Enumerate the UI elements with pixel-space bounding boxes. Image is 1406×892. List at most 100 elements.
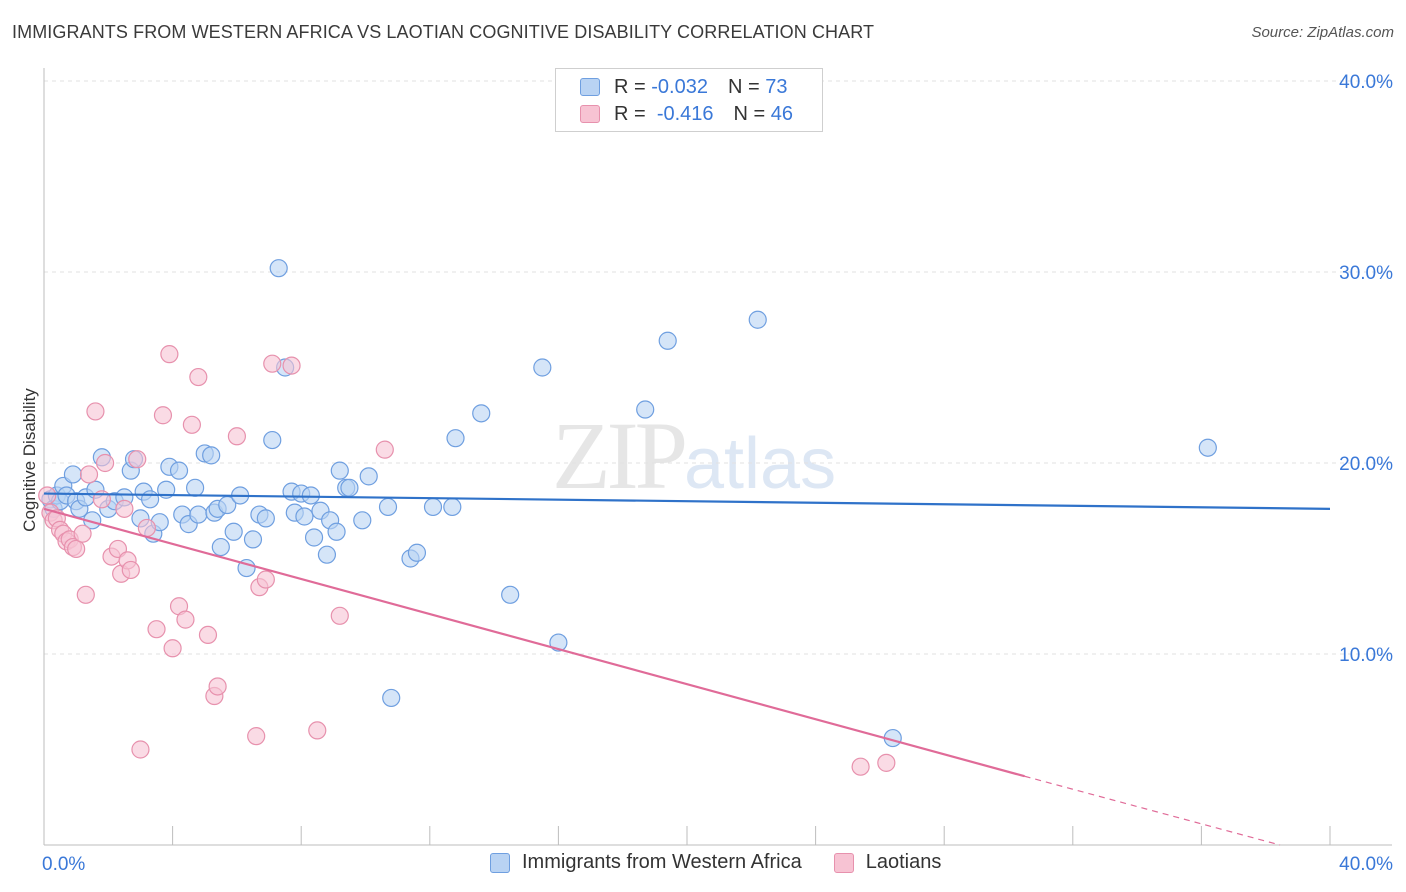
pink-swatch [833,852,854,873]
data-point-western-africa [378,497,398,517]
data-point-laotians [247,727,266,746]
trendline-laotians [43,507,1025,778]
r-label: R = [614,75,646,98]
r-label: R = [614,102,646,125]
data-point-western-africa [340,478,359,497]
data-point-western-africa [748,310,767,329]
data-point-western-africa [472,404,491,423]
data-point-laotians [137,518,156,538]
legend-item-western-africa: Immigrants from Western Africa [490,851,802,874]
watermark-zip: ZIP [552,402,688,509]
data-point-laotians [38,486,57,505]
data-point-laotians [308,721,327,740]
data-point-laotians [95,453,115,473]
x-tick-label: 0.0% [42,854,85,875]
correlation-legend: R = -0.032 N = 73 R = -0.416 N = 46 [555,68,823,132]
data-point-western-africa [501,585,520,604]
chart-title: IMMIGRANTS FROM WESTERN AFRICA VS LAOTIA… [12,22,875,42]
r-value-pink: -0.416 [656,102,714,125]
blue-swatch [490,852,510,873]
data-point-laotians [147,620,166,639]
data-point-western-africa [256,509,275,528]
data-point-laotians [115,499,134,518]
legend-row-blue: R = -0.032 N = 73 [580,75,787,99]
data-point-western-africa [359,467,378,486]
data-point-western-africa [443,497,462,517]
data-point-laotians [73,524,92,543]
watermark: ZIPatlas [552,400,836,511]
data-point-western-africa [304,528,324,547]
data-point-laotians [851,757,870,776]
y-tick-label: 20.0% [1339,454,1393,475]
data-point-western-africa [353,511,372,530]
data-point-laotians [227,427,246,446]
data-point-western-africa [169,461,189,480]
data-point-laotians [121,560,140,580]
data-point-laotians [67,539,86,559]
data-point-western-africa [533,358,552,377]
n-value-pink: 46 [770,102,794,125]
blue-swatch [580,78,600,96]
data-point-laotians [163,639,182,658]
data-point-laotians [153,406,173,425]
data-point-laotians [76,585,95,604]
legend-row-pink: R = -0.416 N = 46 [580,102,793,126]
data-point-laotians [176,610,195,629]
series-legend: Immigrants from Western Africa Laotians [490,851,973,874]
data-point-western-africa [423,497,443,517]
data-point-western-africa [330,461,349,480]
source-credit: Source: ZipAtlas.com [1251,24,1394,41]
data-point-laotians [282,356,301,375]
data-point-laotians [330,606,349,625]
data-point-western-africa [202,446,221,465]
trendline-western-africa [43,492,1331,510]
legend-label: Laotians [865,851,942,873]
r-value-blue: -0.032 [651,75,708,98]
data-point-western-africa [327,522,346,541]
data-point-western-africa [224,522,243,541]
data-point-western-africa [211,537,230,557]
data-point-western-africa [549,633,568,652]
y-tick-label: 30.0% [1339,263,1393,284]
data-point-laotians [160,345,179,364]
pink-swatch [580,105,600,123]
data-point-laotians [86,402,105,421]
x-tick-label: 40.0% [1339,854,1393,875]
data-point-western-africa [186,478,205,497]
legend-label: Immigrants from Western Africa [522,851,802,873]
trendline-laotians-extension [1024,775,1281,846]
data-point-western-africa [295,507,314,526]
data-point-laotians [189,367,208,387]
data-point-western-africa [382,688,401,708]
data-point-laotians [182,415,201,434]
data-point-western-africa [446,429,465,448]
n-label: N = [733,102,766,125]
data-point-laotians [131,740,150,759]
y-tick-label: 40.0% [1339,72,1393,93]
data-point-laotians [263,354,282,373]
data-point-western-africa [243,530,263,549]
data-point-laotians [256,570,275,589]
legend-item-laotians: Laotians [833,851,942,874]
data-point-western-africa [269,259,288,278]
n-value-blue: 73 [765,75,788,98]
data-point-western-africa [658,331,677,350]
data-point-laotians [198,625,218,645]
y-tick-label: 10.0% [1339,645,1393,666]
n-label: N = [727,75,760,98]
y-axis-label: Cognitive Disability [20,388,39,532]
data-point-laotians [79,465,99,484]
watermark-atlas: atlas [684,424,837,504]
data-point-laotians [877,753,896,772]
data-point-western-africa [1198,438,1217,457]
data-point-laotians [208,677,227,696]
data-point-western-africa [140,490,160,509]
data-point-laotians [128,450,147,469]
data-point-western-africa [317,545,337,564]
data-point-western-africa [636,400,655,419]
data-point-laotians [375,440,394,459]
data-point-western-africa [189,505,208,524]
data-point-western-africa [407,543,427,562]
data-point-western-africa [63,465,83,484]
